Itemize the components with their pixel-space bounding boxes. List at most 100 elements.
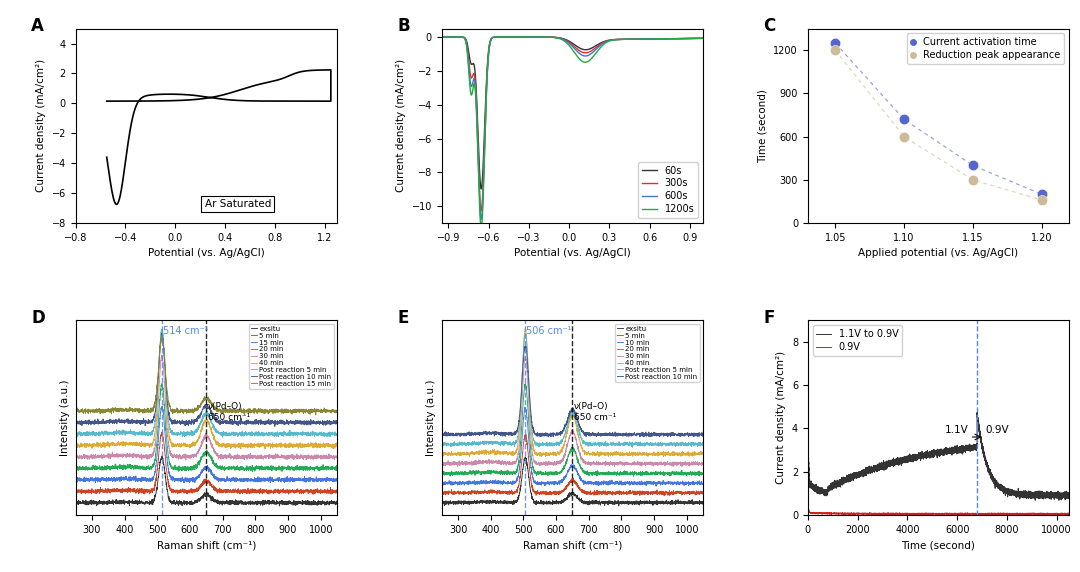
0.9V <box>1063 511 1076 518</box>
600s <box>536 34 549 41</box>
15 min <box>189 474 202 481</box>
20 min <box>697 471 710 478</box>
Post reaction 10 min <box>268 423 281 430</box>
10 min <box>649 483 662 490</box>
10 min <box>697 480 710 487</box>
Post reaction 10 min <box>156 330 168 337</box>
Text: 0.9V: 0.9V <box>986 425 1010 435</box>
0.9V <box>971 511 984 518</box>
Y-axis label: Intensity (a.u.): Intensity (a.u.) <box>427 379 436 456</box>
5 min <box>448 490 461 497</box>
Point <box>895 132 913 141</box>
40 min <box>642 450 654 457</box>
30 min <box>435 462 448 468</box>
Post reaction 10 min <box>69 419 82 426</box>
1200s <box>546 34 559 41</box>
Post reaction 5 min <box>518 330 531 337</box>
30 min <box>69 454 82 461</box>
Point <box>895 115 913 124</box>
20 min <box>435 470 448 477</box>
1.1V to 0.9V <box>801 390 814 397</box>
Post reaction 10 min <box>323 417 336 424</box>
Line: exsitu: exsitu <box>442 457 703 506</box>
20 min <box>189 462 202 469</box>
Text: E: E <box>397 309 408 327</box>
Text: F: F <box>764 309 774 327</box>
Post reaction 15 min <box>82 407 95 414</box>
exsitu <box>82 500 95 507</box>
20 min <box>69 464 82 471</box>
Line: Post reaction 15 min: Post reaction 15 min <box>76 336 337 415</box>
Post reaction 5 min <box>189 430 202 436</box>
exsitu <box>189 499 202 506</box>
Post reaction 10 min <box>82 418 95 424</box>
5 min <box>689 491 702 498</box>
0.9V <box>801 500 814 507</box>
Line: 40 min: 40 min <box>442 329 703 456</box>
15 min <box>323 477 336 484</box>
600s <box>697 35 710 42</box>
10 min <box>689 480 702 487</box>
Y-axis label: Intensity (a.u.): Intensity (a.u.) <box>60 379 70 456</box>
0.9V <box>849 510 862 517</box>
Line: 20 min: 20 min <box>442 384 703 476</box>
Post reaction 10 min <box>189 418 202 425</box>
5 min <box>519 431 532 438</box>
600s <box>481 73 494 80</box>
Post reaction 5 min <box>323 430 336 436</box>
Post reaction 5 min <box>435 441 448 448</box>
30 min <box>82 454 95 460</box>
exsitu <box>689 500 702 507</box>
Line: 1200s: 1200s <box>442 37 703 228</box>
Line: 600s: 600s <box>442 37 703 219</box>
Line: 40 min: 40 min <box>76 329 337 449</box>
10 min <box>448 480 461 487</box>
Post reaction 15 min <box>156 332 168 339</box>
10 min <box>435 479 448 486</box>
exsitu <box>323 498 336 505</box>
exsitu <box>518 454 531 460</box>
30 min <box>179 456 192 463</box>
20 min <box>197 452 210 459</box>
300s <box>475 208 488 214</box>
Point <box>964 175 982 184</box>
exsitu <box>435 498 448 505</box>
300s <box>697 35 710 42</box>
Text: Ar Saturated: Ar Saturated <box>204 198 271 209</box>
5 min <box>69 489 82 496</box>
Post reaction 5 min <box>555 436 568 443</box>
1.1V to 0.9V <box>815 487 828 494</box>
20 min <box>246 468 259 475</box>
Y-axis label: Current density (mA/cm²): Current density (mA/cm²) <box>777 351 786 484</box>
Text: D: D <box>31 309 45 327</box>
40 min <box>197 422 210 428</box>
40 min <box>689 450 702 456</box>
40 min <box>539 453 552 460</box>
Text: ν(Pd–O)
650 cm⁻¹: ν(Pd–O) 650 cm⁻¹ <box>573 402 616 422</box>
20 min <box>448 471 461 478</box>
X-axis label: Potential (vs. Ag/AgCl): Potential (vs. Ag/AgCl) <box>148 248 265 259</box>
30 min <box>563 434 576 441</box>
20 min <box>518 380 531 387</box>
Post reaction 10 min <box>435 432 448 439</box>
1200s <box>475 224 488 231</box>
60s <box>475 185 488 192</box>
15 min <box>330 475 343 482</box>
exsitu <box>197 492 210 499</box>
Post reaction 5 min <box>330 432 343 439</box>
Post reaction 5 min <box>642 442 654 448</box>
30 min <box>697 461 710 468</box>
30 min <box>190 451 203 458</box>
5 min <box>642 490 654 496</box>
5 min <box>435 488 448 495</box>
60s <box>481 66 494 73</box>
40 min <box>689 450 702 457</box>
5 min <box>658 492 671 499</box>
exsitu <box>612 503 625 510</box>
Post reaction 10 min <box>555 429 568 436</box>
300s <box>536 34 549 41</box>
30 min <box>555 458 568 465</box>
Post reaction 5 min <box>324 434 337 440</box>
Y-axis label: Current density (mA/cm²): Current density (mA/cm²) <box>36 59 46 192</box>
Text: B: B <box>397 17 409 35</box>
